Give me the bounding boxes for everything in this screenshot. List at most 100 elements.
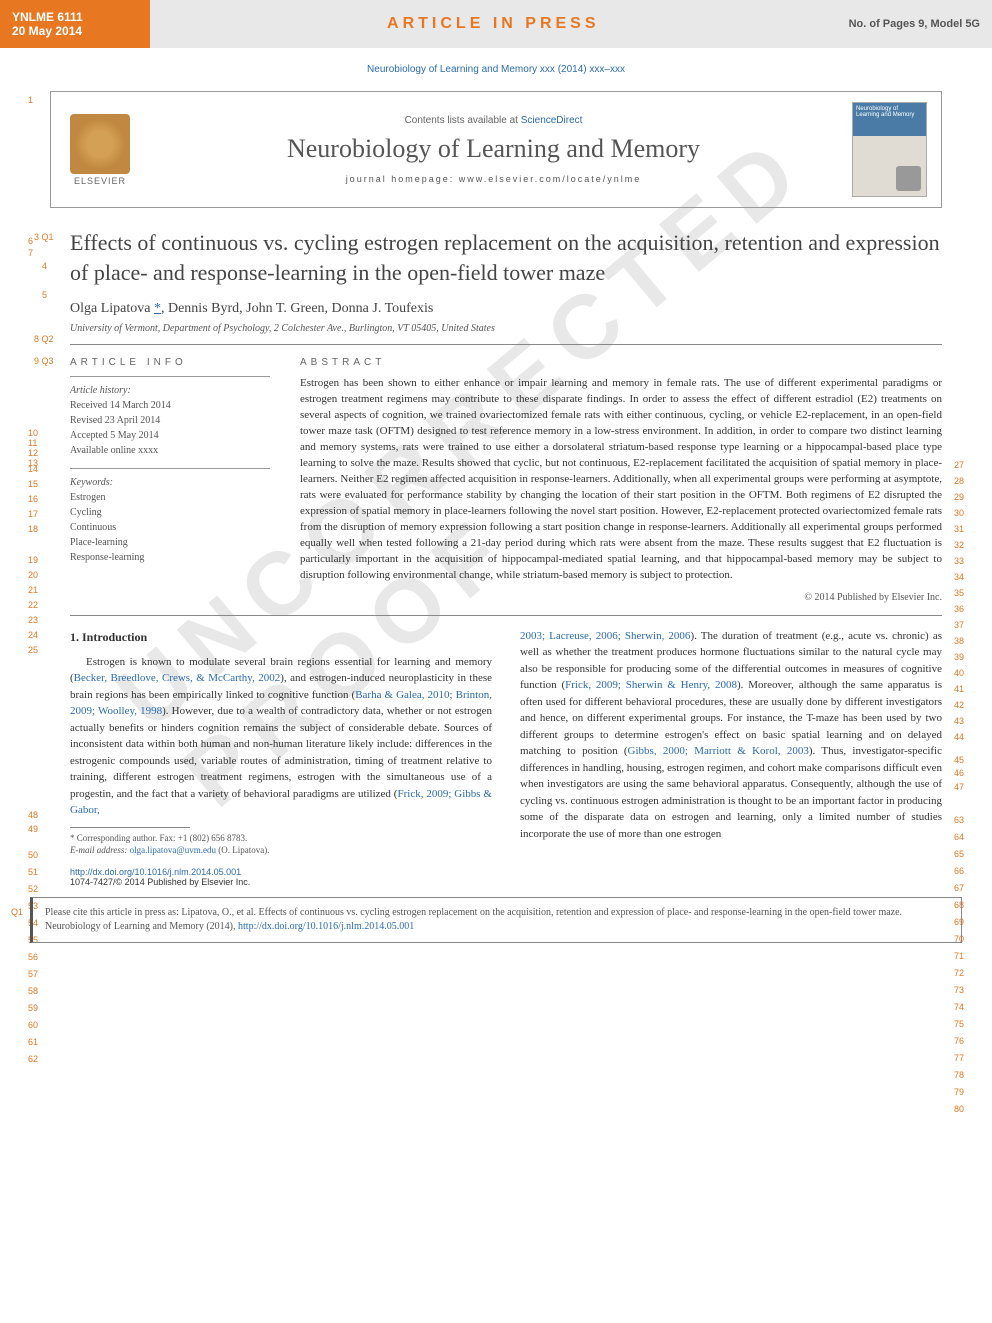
- line-number: 48: [28, 810, 38, 820]
- line-number: 64: [954, 832, 964, 842]
- authors-list: Olga Lipatova *, Dennis Byrd, John T. Gr…: [70, 301, 942, 317]
- line-number: 31: [954, 524, 964, 534]
- affiliation: University of Vermont, Department of Psy…: [70, 323, 942, 334]
- citation-box: Q1 Please cite this article in press as:…: [30, 897, 962, 943]
- left-column: 1. Introduction Estrogen is known to mod…: [70, 628, 492, 857]
- line-number: 74: [954, 1002, 964, 1012]
- line-number: 50: [28, 850, 38, 860]
- elsevier-tree-icon: [70, 114, 130, 174]
- line-number: 67: [954, 883, 964, 893]
- line-number: 10111213: [28, 428, 38, 468]
- line-number: 75: [954, 1019, 964, 1029]
- email-link[interactable]: olga.lipatova@uvm.edu: [130, 845, 216, 855]
- line-number: 41: [954, 684, 964, 694]
- corresponding-author-note: * Corresponding author. Fax: +1 (802) 65…: [70, 832, 492, 845]
- article-info-heading: ARTICLE INFO: [70, 357, 270, 368]
- cite-doi-link[interactable]: http://dx.doi.org/10.1016/j.nlm.2014.05.…: [238, 921, 414, 932]
- page-model-info: No. of Pages 9, Model 5G: [837, 0, 992, 48]
- email-note: E-mail address: olga.lipatova@uvm.edu (O…: [70, 844, 492, 857]
- line-number: 71: [954, 951, 964, 961]
- query-label: Q1: [11, 906, 23, 919]
- line-number: 51: [28, 867, 38, 877]
- cover-title: Neurobiology of Learning and Memory: [853, 103, 926, 136]
- cite-instruction: Please cite this article in press as: Li…: [45, 907, 902, 932]
- citation-link[interactable]: Barha & Galea, 2010; Brinton, 2009; Wool…: [70, 689, 492, 718]
- line-number: 79: [954, 1087, 964, 1097]
- manuscript-date: 20 May 2014: [12, 24, 138, 38]
- citation-link[interactable]: 2003; Lacreuse, 2006; Sherwin, 2006: [520, 630, 690, 642]
- doi-link[interactable]: http://dx.doi.org/10.1016/j.nlm.2014.05.…: [70, 867, 241, 877]
- body-columns: 1. Introduction Estrogen is known to mod…: [70, 628, 942, 857]
- keywords-label: Keywords:: [70, 475, 270, 490]
- line-number: 19: [28, 555, 38, 565]
- citation-link[interactable]: Becker, Breedlove, Crews, & McCarthy, 20…: [74, 672, 281, 684]
- line-number: 66: [954, 866, 964, 876]
- journal-title: Neurobiology of Learning and Memory: [149, 134, 838, 164]
- intro-paragraph: Estrogen is known to modulate several br…: [70, 654, 492, 819]
- cover-image: [853, 136, 926, 196]
- contents-available-text: Contents lists available at ScienceDirec…: [149, 115, 838, 126]
- line-number: 7: [28, 248, 33, 258]
- journal-cover-thumbnail[interactable]: Neurobiology of Learning and Memory: [852, 102, 927, 197]
- journal-header-box: ELSEVIER Contents lists available at Sci…: [50, 91, 942, 208]
- line-number: 28: [954, 476, 964, 486]
- section-heading: 1. Introduction: [70, 628, 492, 646]
- keyword: Place-learning: [70, 535, 270, 550]
- line-number: 20: [28, 570, 38, 580]
- line-number: 33: [954, 556, 964, 566]
- sciencedirect-link[interactable]: ScienceDirect: [521, 115, 583, 126]
- line-number: 14: [28, 464, 38, 474]
- history-label: Article history:: [70, 383, 270, 398]
- elsevier-logo[interactable]: ELSEVIER: [65, 110, 135, 190]
- right-column: 2003; Lacreuse, 2006; Sherwin, 2006). Th…: [520, 628, 942, 857]
- line-number: 22: [28, 600, 38, 610]
- line-number: 52: [28, 884, 38, 894]
- line-number: 78: [954, 1070, 964, 1080]
- line-number: 16: [28, 494, 38, 504]
- line-number: 3 Q1: [34, 232, 54, 242]
- line-number: 44: [954, 732, 964, 742]
- line-number: 57: [28, 969, 38, 979]
- line-number: 35: [954, 588, 964, 598]
- divider: [70, 615, 942, 616]
- citation-link[interactable]: Frick, 2009; Sherwin & Henry, 2008: [565, 679, 737, 691]
- corresponding-author-mark[interactable]: *: [154, 301, 161, 316]
- line-number: 40: [954, 668, 964, 678]
- line-number: 62: [28, 1054, 38, 1064]
- line-number: 65: [954, 849, 964, 859]
- line-number: 46: [954, 768, 964, 778]
- keyword: Cycling: [70, 505, 270, 520]
- line-number: 8 Q2: [34, 334, 54, 344]
- citation-link[interactable]: Gibbs, 2000; Marriott & Korol, 2003: [628, 745, 809, 757]
- line-number: 59: [28, 1003, 38, 1013]
- line-number: 36: [954, 604, 964, 614]
- keyword: Continuous: [70, 520, 270, 535]
- line-number: 29: [954, 492, 964, 502]
- line-number: 49: [28, 824, 38, 834]
- line-number: 72: [954, 968, 964, 978]
- elsevier-text: ELSEVIER: [74, 176, 126, 186]
- line-number: 27: [954, 460, 964, 470]
- issn-copyright: 1074-7427/© 2014 Published by Elsevier I…: [70, 877, 942, 887]
- line-number: 25: [28, 645, 38, 655]
- line-number: 6: [28, 236, 33, 246]
- line-number: 47: [954, 782, 964, 792]
- top-bar: YNLME 6111 20 May 2014 ARTICLE IN PRESS …: [0, 0, 992, 48]
- line-number: 80: [954, 1104, 964, 1114]
- doi-block: http://dx.doi.org/10.1016/j.nlm.2014.05.…: [70, 867, 942, 887]
- line-number: 58: [28, 986, 38, 996]
- line-number: 4: [42, 261, 47, 271]
- article-history-block: Article history: Received 14 March 2014 …: [70, 376, 270, 458]
- citation-link[interactable]: Frick, 2009; Gibbs & Gabor,: [70, 788, 492, 817]
- line-number: 76: [954, 1036, 964, 1046]
- manuscript-code: YNLME 6111: [12, 10, 138, 24]
- abstract-heading: ABSTRACT: [300, 357, 942, 368]
- line-number: 24: [28, 630, 38, 640]
- copyright-text: © 2014 Published by Elsevier Inc.: [300, 592, 942, 603]
- line-number: 63: [954, 815, 964, 825]
- manuscript-id-box: YNLME 6111 20 May 2014: [0, 0, 150, 48]
- keyword: Response-learning: [70, 550, 270, 565]
- line-number: 9 Q3: [34, 356, 54, 366]
- keywords-block: Keywords: Estrogen Cycling Continuous Pl…: [70, 468, 270, 565]
- line-number: 23: [28, 615, 38, 625]
